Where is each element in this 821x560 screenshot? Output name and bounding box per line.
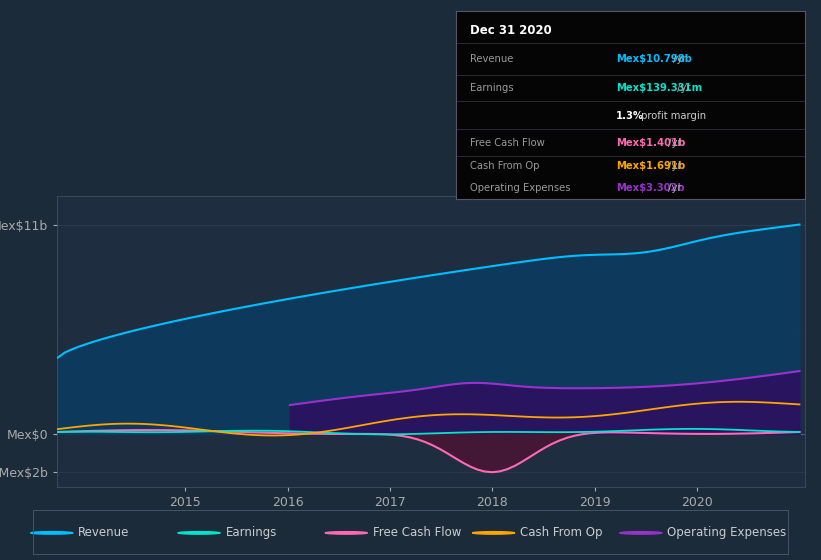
Text: Mex$139.331m: Mex$139.331m	[616, 83, 702, 93]
Circle shape	[325, 531, 368, 534]
Text: Operating Expenses: Operating Expenses	[470, 184, 570, 194]
Circle shape	[472, 531, 515, 534]
Text: 1.3%: 1.3%	[616, 111, 644, 122]
Text: Revenue: Revenue	[470, 54, 513, 64]
Circle shape	[178, 531, 220, 534]
Text: Earnings: Earnings	[470, 83, 513, 93]
Text: Free Cash Flow: Free Cash Flow	[470, 138, 544, 147]
Text: /yr: /yr	[665, 161, 681, 171]
Text: Cash From Op: Cash From Op	[470, 161, 539, 171]
Text: Mex$1.401b: Mex$1.401b	[616, 138, 686, 147]
Text: Mex$1.691b: Mex$1.691b	[616, 161, 686, 171]
Circle shape	[620, 531, 662, 534]
Text: Mex$10.798b: Mex$10.798b	[616, 54, 692, 64]
Text: Operating Expenses: Operating Expenses	[667, 526, 787, 539]
Text: /yr: /yr	[665, 138, 681, 147]
Text: Dec 31 2020: Dec 31 2020	[470, 24, 552, 38]
Text: Free Cash Flow: Free Cash Flow	[373, 526, 461, 539]
Text: /yr: /yr	[670, 54, 686, 64]
Text: Mex$3.302b: Mex$3.302b	[616, 184, 685, 194]
Text: Cash From Op: Cash From Op	[520, 526, 603, 539]
Text: Revenue: Revenue	[78, 526, 130, 539]
Text: profit margin: profit margin	[638, 111, 706, 122]
Text: /yr: /yr	[674, 83, 690, 93]
Text: Earnings: Earnings	[226, 526, 277, 539]
Circle shape	[30, 531, 73, 534]
Text: /yr: /yr	[665, 184, 681, 194]
